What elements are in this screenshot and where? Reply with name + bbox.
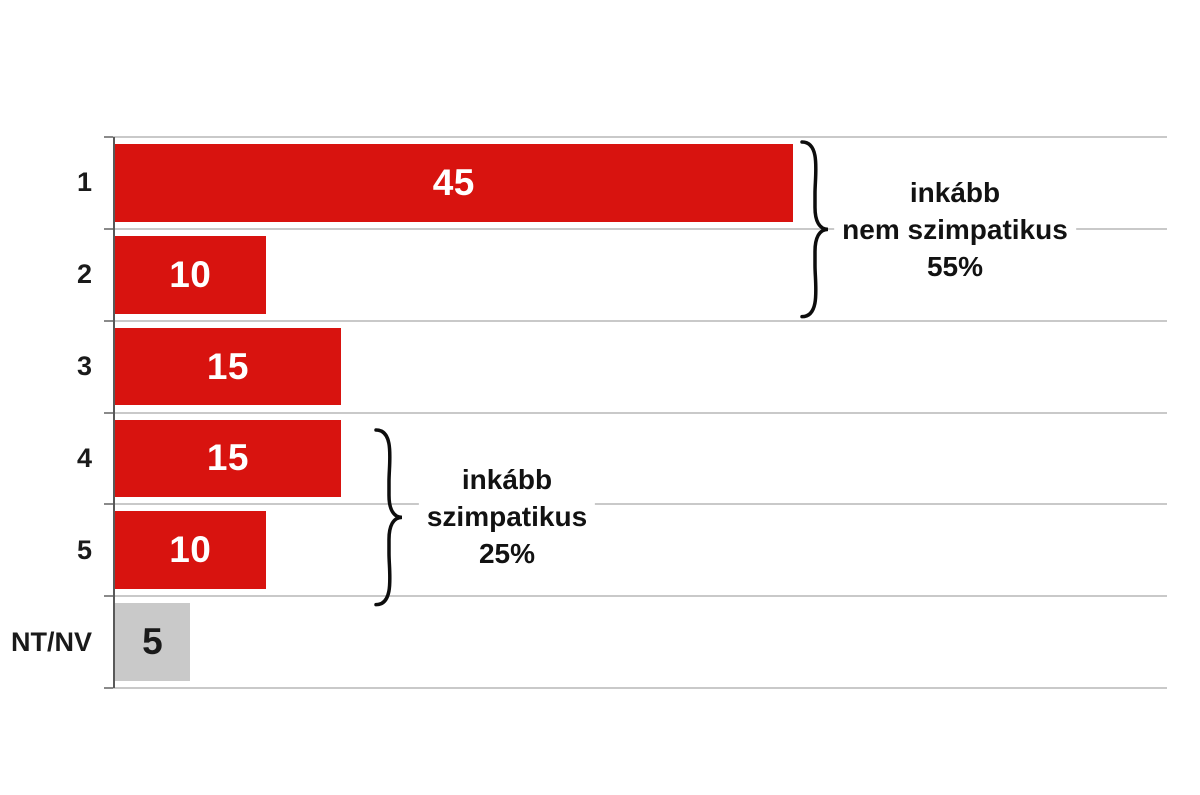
bar-nt-nv: 5 xyxy=(115,603,191,681)
annotation-line: inkább xyxy=(461,464,553,496)
axis-tick xyxy=(104,411,113,414)
gridline xyxy=(113,503,1167,506)
gridline xyxy=(113,687,1167,689)
axis-tick xyxy=(104,503,113,506)
category-label: 5 xyxy=(76,534,92,565)
annotation-line: 25% xyxy=(478,538,536,570)
bar-4: 15 xyxy=(115,419,341,498)
value-label: 45 xyxy=(432,161,475,203)
group-annotation-2: inkább szimpatikus 25% xyxy=(418,459,596,575)
value-label: 15 xyxy=(206,345,249,387)
gridline xyxy=(113,411,1167,414)
value-label: 15 xyxy=(206,437,249,479)
gridline xyxy=(113,136,1167,138)
value-label: 10 xyxy=(169,253,212,295)
axis-tick xyxy=(104,687,113,689)
bar-2: 10 xyxy=(115,235,266,314)
bar-3: 15 xyxy=(115,327,341,406)
gridline xyxy=(113,595,1167,598)
axis-tick xyxy=(104,136,113,138)
annotation-line: szimpatikus xyxy=(426,501,588,533)
annotation-line: 55% xyxy=(926,250,984,282)
y-axis-line xyxy=(113,137,115,688)
group-annotation-1: inkább nem szimpatikus 55% xyxy=(834,171,1076,287)
axis-tick xyxy=(104,595,113,598)
annotation-line: nem szimpatikus xyxy=(842,213,1068,245)
category-label: 4 xyxy=(76,442,92,473)
gridline xyxy=(113,319,1167,322)
value-label: 5 xyxy=(142,621,164,663)
category-label: 2 xyxy=(76,259,92,290)
category-label: NT/NV xyxy=(11,626,92,657)
category-label: 3 xyxy=(76,351,92,382)
axis-tick xyxy=(104,227,113,230)
curly-brace-icon xyxy=(800,140,829,319)
value-label: 10 xyxy=(169,529,212,571)
gridline xyxy=(113,227,1167,230)
bar-1: 45 xyxy=(115,144,793,222)
curly-brace-icon xyxy=(374,427,403,606)
annotation-line: inkább xyxy=(909,176,1001,208)
bar-5: 10 xyxy=(115,511,266,590)
axis-tick xyxy=(104,319,113,322)
category-label: 1 xyxy=(76,167,92,198)
